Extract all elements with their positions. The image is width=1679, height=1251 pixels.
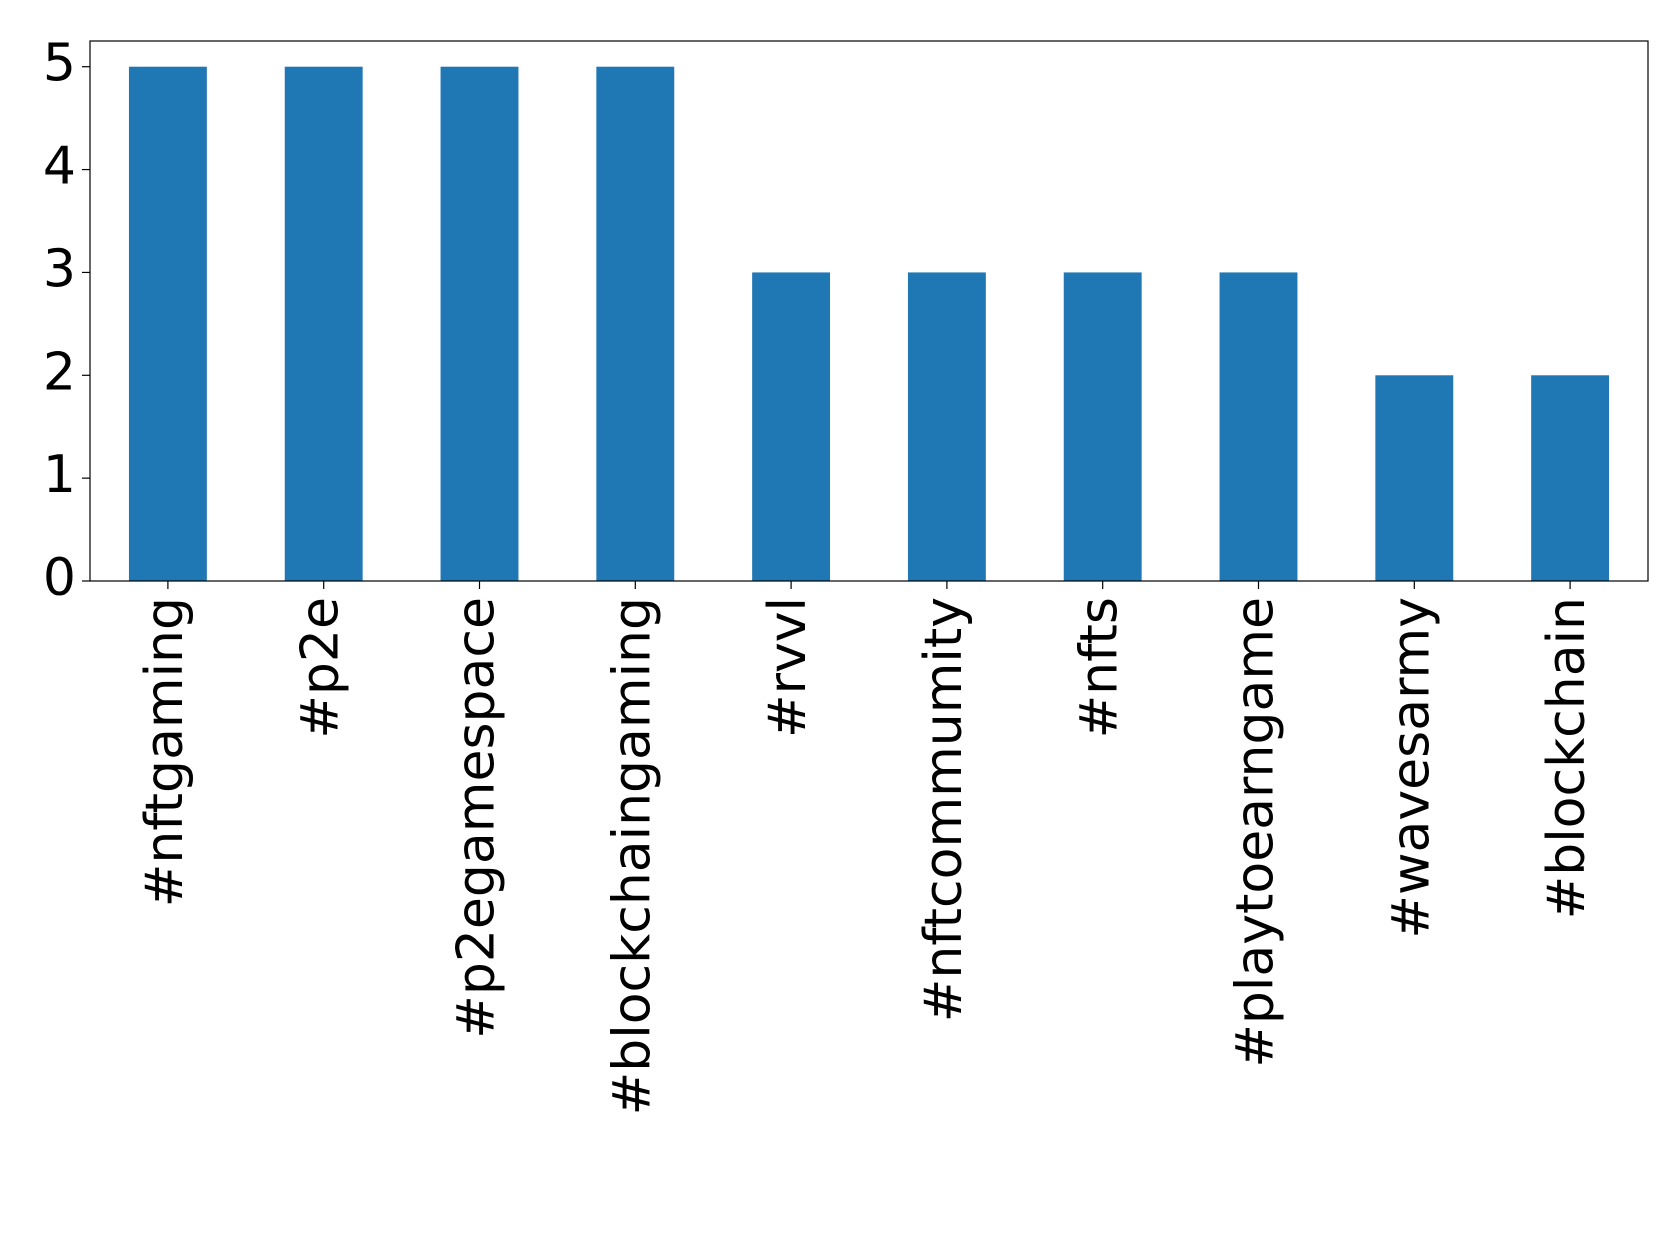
bar xyxy=(596,66,675,581)
bar xyxy=(752,272,831,581)
x-tick-label: #playtoearngame xyxy=(1226,597,1286,1068)
bar xyxy=(907,272,986,581)
x-tick-label: #p2e xyxy=(291,597,351,739)
bar xyxy=(1219,272,1298,581)
x-tick-label: #nftcommumity xyxy=(914,597,974,1022)
x-tick-label: #wavesarmy xyxy=(1381,597,1441,939)
y-tick-label: 3 xyxy=(43,239,76,299)
x-tick-label: #blockchaingaming xyxy=(602,597,662,1115)
x-tick-label: #p2egamespace xyxy=(447,597,507,1039)
bar xyxy=(128,66,207,581)
y-tick-label: 1 xyxy=(43,445,76,505)
x-tick-label: #nftgaming xyxy=(135,597,195,907)
bar xyxy=(440,66,519,581)
y-tick-label: 0 xyxy=(43,548,76,608)
x-tick-label: #nfts xyxy=(1070,597,1130,738)
bar xyxy=(284,66,363,581)
x-tick-label: #rvvl xyxy=(758,597,818,738)
bar xyxy=(1531,375,1610,581)
y-tick-label: 4 xyxy=(43,137,76,197)
x-tick-label: #blockchain xyxy=(1537,597,1597,919)
y-tick-label: 2 xyxy=(43,342,76,402)
y-tick-label: 5 xyxy=(43,34,76,94)
bar xyxy=(1375,375,1454,581)
plot-frame xyxy=(89,40,1649,582)
bar xyxy=(1063,272,1142,581)
